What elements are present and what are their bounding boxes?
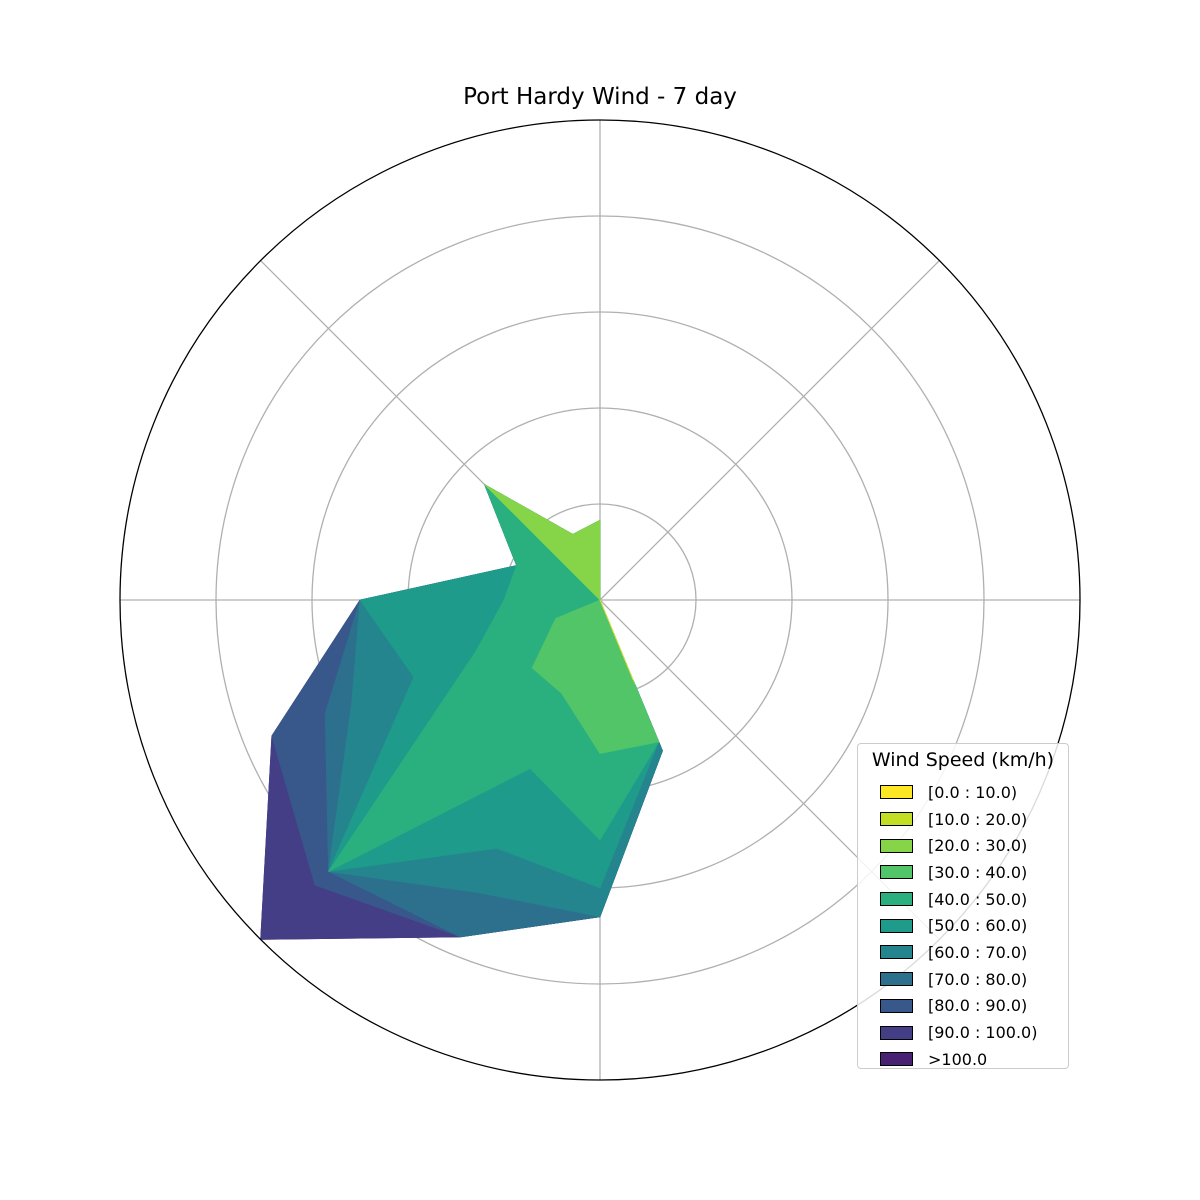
legend-swatch xyxy=(880,812,913,827)
polar-frame xyxy=(119,119,1081,1081)
angular-gridline-45 xyxy=(599,260,940,601)
legend-swatch xyxy=(880,918,913,933)
legend-swatch xyxy=(880,1025,913,1040)
legend-item: [90.0 : 100.0) xyxy=(880,1019,1037,1046)
legend-swatch xyxy=(880,785,913,800)
legend-label: [10.0 : 20.0) xyxy=(928,809,1028,829)
legend-swatch xyxy=(880,998,913,1013)
legend-item: [30.0 : 40.0) xyxy=(880,859,1037,886)
legend-label: [30.0 : 40.0) xyxy=(928,862,1028,882)
legend-swatch xyxy=(880,892,913,907)
legend-title: Wind Speed (km/h) xyxy=(871,749,1055,771)
legend-item: >100.0 xyxy=(880,1046,1037,1073)
legend-label: >100.0 xyxy=(928,1049,988,1069)
area-0-0-10-0 xyxy=(599,599,634,681)
legend-item: [60.0 : 70.0) xyxy=(880,939,1037,966)
legend-item: [0.0 : 10.0) xyxy=(880,779,1037,806)
legend-label: [80.0 : 90.0) xyxy=(928,996,1028,1016)
legend-item: [50.0 : 60.0) xyxy=(880,912,1037,939)
legend-item: [80.0 : 90.0) xyxy=(880,993,1037,1020)
legend-label: [20.0 : 30.0) xyxy=(928,836,1028,856)
legend-item: [10.0 : 20.0) xyxy=(880,806,1037,833)
legend: Wind Speed (km/h) [0.0 : 10.0) [10.0 : 20… xyxy=(857,743,1069,1069)
legend-swatch xyxy=(880,865,913,880)
legend-label: [0.0 : 10.0) xyxy=(928,782,1018,802)
legend-item: [70.0 : 80.0) xyxy=(880,966,1037,993)
wind-speed-areas xyxy=(260,484,663,940)
legend-label: [50.0 : 60.0) xyxy=(928,916,1028,936)
legend-item: [20.0 : 30.0) xyxy=(880,832,1037,859)
legend-label: [90.0 : 100.0) xyxy=(928,1023,1038,1043)
legend-items: [0.0 : 10.0) [10.0 : 20.0) [20.0 : 30.0) [3… xyxy=(880,779,1037,1073)
legend-label: [40.0 : 50.0) xyxy=(928,889,1028,909)
legend-label: [60.0 : 70.0) xyxy=(928,942,1028,962)
legend-swatch xyxy=(880,1052,913,1067)
legend-item: [40.0 : 50.0) xyxy=(880,886,1037,913)
legend-swatch xyxy=(880,945,913,960)
legend-label: [70.0 : 80.0) xyxy=(928,969,1028,989)
legend-swatch xyxy=(880,972,913,987)
legend-swatch xyxy=(880,838,913,853)
chart-title: Port Hardy Wind - 7 day xyxy=(463,84,737,110)
